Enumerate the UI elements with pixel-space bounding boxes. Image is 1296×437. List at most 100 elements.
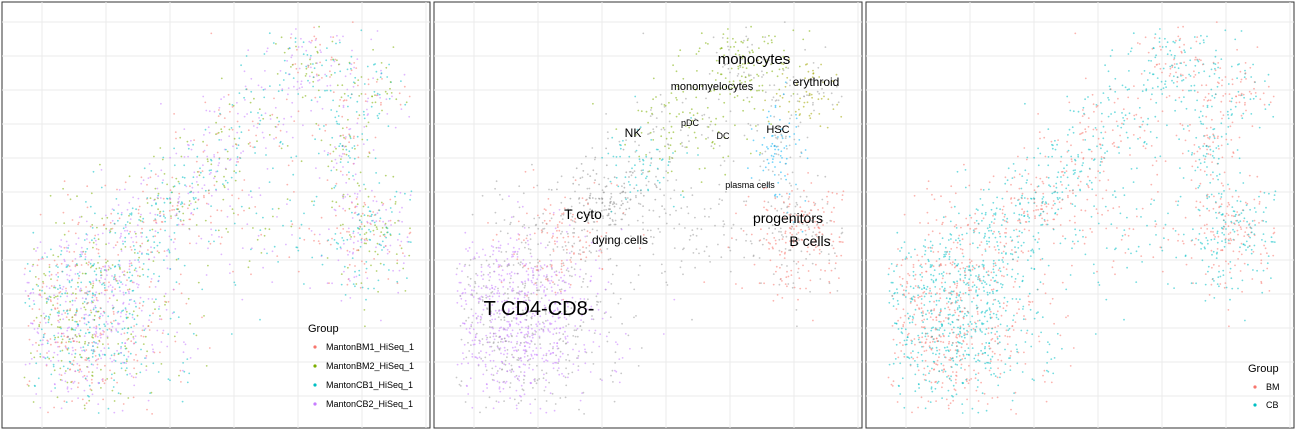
scatter-point: [505, 340, 507, 342]
scatter-point: [254, 206, 256, 208]
scatter-point: [388, 269, 390, 271]
scatter-point: [313, 36, 315, 38]
scatter-point: [482, 195, 484, 197]
scatter-point: [587, 203, 589, 205]
scatter-point: [92, 283, 94, 285]
scatter-point: [552, 352, 554, 354]
scatter-point: [93, 300, 95, 302]
scatter-point: [119, 286, 121, 288]
scatter-point: [371, 96, 373, 98]
scatter-point: [392, 270, 394, 272]
scatter-point: [554, 243, 556, 245]
scatter-point: [130, 333, 132, 335]
scatter-point: [41, 328, 43, 330]
scatter-point: [354, 82, 356, 84]
scatter-point: [181, 156, 183, 158]
scatter-point: [571, 251, 573, 253]
scatter-point: [643, 195, 645, 197]
scatter-point: [517, 233, 519, 235]
scatter-point: [147, 202, 149, 204]
scatter-point: [625, 198, 627, 200]
scatter-point: [370, 211, 372, 213]
scatter-point: [123, 355, 125, 357]
scatter-point: [350, 97, 352, 99]
scatter-point: [542, 222, 544, 224]
scatter-point: [65, 342, 67, 344]
scatter-point: [1254, 245, 1256, 247]
scatter-point: [231, 333, 233, 335]
scatter-point: [351, 201, 353, 203]
scatter-point: [572, 349, 574, 351]
scatter-point: [153, 301, 155, 303]
scatter-point: [78, 371, 80, 373]
scatter-point: [164, 173, 166, 175]
scatter-point: [649, 165, 651, 167]
scatter-point: [639, 247, 641, 249]
scatter-point: [520, 358, 522, 360]
scatter-point: [25, 290, 27, 292]
scatter-point: [596, 230, 598, 232]
scatter-point: [62, 339, 64, 341]
scatter-point: [696, 248, 698, 250]
scatter-point: [152, 236, 154, 238]
scatter-point: [647, 190, 649, 192]
scatter-point: [94, 238, 96, 240]
scatter-point: [795, 143, 797, 145]
scatter-point: [174, 238, 176, 240]
scatter-point: [395, 203, 397, 205]
scatter-point: [501, 265, 503, 267]
scatter-point: [524, 345, 526, 347]
scatter-point: [158, 193, 160, 195]
scatter-point: [357, 79, 359, 81]
scatter-point: [192, 187, 194, 189]
scatter-point: [557, 370, 559, 372]
scatter-point: [99, 256, 101, 258]
scatter-point: [346, 99, 348, 101]
scatter-point: [48, 299, 50, 301]
scatter-point: [777, 138, 779, 140]
scatter-point: [402, 268, 404, 270]
scatter-point: [456, 377, 458, 379]
scatter-point: [151, 344, 153, 346]
scatter-point: [480, 350, 482, 352]
scatter-point: [93, 242, 95, 244]
scatter-point: [104, 354, 106, 356]
scatter-point: [24, 268, 26, 270]
scatter-point: [811, 97, 813, 99]
scatter-point: [66, 266, 68, 268]
scatter-point: [113, 359, 115, 361]
scatter-point: [1206, 228, 1208, 230]
scatter-point: [256, 127, 258, 129]
scatter-point: [471, 289, 473, 291]
scatter-point: [478, 364, 480, 366]
scatter-point: [131, 237, 133, 239]
scatter-point: [314, 97, 316, 99]
scatter-point: [37, 247, 39, 249]
scatter-point: [773, 237, 775, 239]
scatter-point: [280, 70, 282, 72]
scatter-point: [48, 350, 50, 352]
scatter-point: [310, 42, 312, 44]
scatter-point: [148, 259, 150, 261]
scatter-point: [673, 189, 675, 191]
scatter-point: [979, 320, 981, 322]
scatter-point: [579, 202, 581, 204]
scatter-point: [507, 293, 509, 295]
scatter-point: [353, 242, 355, 244]
scatter-point: [81, 247, 83, 249]
scatter-point: [291, 223, 293, 225]
scatter-point: [79, 271, 81, 273]
scatter-point: [728, 68, 730, 70]
scatter-point: [510, 341, 512, 343]
scatter-point: [722, 37, 724, 39]
scatter-point: [553, 214, 555, 216]
scatter-point: [160, 197, 162, 199]
scatter-point: [143, 221, 145, 223]
scatter-point: [594, 182, 596, 184]
scatter-point: [339, 70, 341, 72]
scatter-point: [59, 374, 61, 376]
scatter-point: [92, 285, 94, 287]
scatter-point: [578, 355, 580, 357]
scatter-point: [50, 278, 52, 280]
scatter-point: [696, 235, 698, 237]
